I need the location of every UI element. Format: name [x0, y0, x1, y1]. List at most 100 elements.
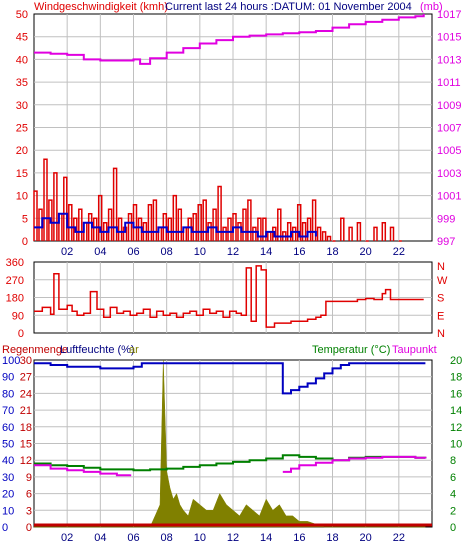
wind-tick: 5 [22, 213, 28, 225]
temperature-tick: 6 [450, 472, 456, 484]
humidity-tick: 20 [2, 489, 14, 501]
direction-tick: 90 [12, 310, 24, 322]
pressure-series [34, 14, 425, 65]
climate-panel-x-tick: 16 [293, 532, 305, 544]
wind-tick: 40 [16, 54, 28, 66]
wind-average-series [34, 212, 317, 238]
temperature-tick: 0 [450, 522, 456, 534]
rain-area [34, 359, 426, 528]
rain-title: Regenmenge [2, 344, 68, 356]
compass-label: N [437, 261, 445, 273]
temperature-tick: 8 [450, 455, 456, 467]
rain-tick: 6 [26, 489, 32, 501]
wind-title: Windgeschwindigkeit (kmh) [34, 1, 168, 13]
temperature-tick: 18 [450, 372, 462, 384]
wind-tick: 35 [16, 77, 28, 89]
wind-panel-x-tick: 02 [61, 246, 73, 258]
pressure-tick: 1003 [437, 168, 461, 180]
temperature-tick: 20 [450, 355, 462, 367]
humidity-tick: 40 [2, 455, 14, 467]
humidity-series [34, 362, 426, 395]
humidity-tick: 50 [2, 439, 14, 451]
wind-tick: 30 [16, 100, 28, 112]
direction-tick: 360 [6, 257, 24, 269]
rain-tick: 27 [20, 372, 32, 384]
climate-panel-x-tick: 22 [393, 532, 405, 544]
climate-panel-x-tick: 06 [127, 532, 139, 544]
pressure-tick: 1007 [437, 123, 461, 135]
temperature-tick: 14 [450, 405, 462, 417]
wind-tick: 0 [22, 236, 28, 248]
humidity-tick: 0 [2, 522, 8, 534]
climate-panel-x-tick: 02 [61, 532, 73, 544]
wind-tick: 20 [16, 145, 28, 157]
climate-panel-x-tick: 04 [94, 532, 106, 544]
climate-panel: 0102030405060708090100036912151821242730… [2, 355, 462, 544]
dewpoint-series [34, 455, 427, 477]
temperature-tick: 10 [450, 439, 462, 451]
direction-series [34, 265, 424, 328]
compass-label: S [437, 293, 444, 305]
wind-panel-x-tick: 12 [227, 246, 239, 258]
pressure-unit: (mb) [420, 1, 443, 13]
wind-panel-x-tick: 04 [94, 246, 106, 258]
rain-tick: 30 [20, 355, 32, 367]
direction-tick: 180 [6, 293, 24, 305]
climate-panel-x-tick: 20 [360, 532, 372, 544]
wind-panel-x-tick: 20 [360, 246, 372, 258]
humidity-tick: 10 [2, 505, 14, 517]
wind-panel-x-tick: 08 [161, 246, 173, 258]
rain-tick: 0 [26, 522, 32, 534]
pressure-tick: 1011 [437, 77, 461, 89]
temperature-tick: 4 [450, 489, 456, 501]
wind-tick: 10 [16, 191, 28, 203]
climate-panel-x-tick: 12 [227, 532, 239, 544]
rain-tick: 18 [20, 422, 32, 434]
wind-panel-x-tick: 22 [393, 246, 405, 258]
compass-label: W [437, 275, 448, 287]
pressure-tick: 997 [437, 236, 455, 248]
date-title: Current last 24 hours :DATUM: 01 Novembe… [165, 1, 412, 13]
rain-tick: 3 [26, 505, 32, 517]
humidity-tick: 60 [2, 422, 14, 434]
wind-panel-x-tick: 14 [260, 246, 272, 258]
humidity-tick: 80 [2, 388, 14, 400]
pressure-tick: 1005 [437, 145, 461, 157]
pressure-tick: 1001 [437, 191, 461, 203]
wind-tick: 15 [16, 168, 28, 180]
wind-panel-x-tick: 18 [326, 246, 338, 258]
compass-label: N [437, 328, 445, 340]
wind-pressure-panel: 0510152025303540455099799910011003100510… [16, 9, 462, 258]
wind-panel-x-tick: 06 [127, 246, 139, 258]
pressure-tick: 999 [437, 213, 455, 225]
humidity-tick: 90 [2, 372, 14, 384]
pressure-tick: 1009 [437, 100, 461, 112]
temperature-tick: 12 [450, 422, 462, 434]
wind-panel-x-tick: 16 [293, 246, 305, 258]
climate-panel-x-tick: 10 [194, 532, 206, 544]
climate-panel-x-tick: 14 [260, 532, 272, 544]
climate-panel-x-tick: 18 [326, 532, 338, 544]
pressure-tick: 1017 [437, 9, 461, 21]
temperature-title: Temperatur (°C) [312, 344, 390, 356]
rain-bar-label: ar [129, 344, 139, 356]
wind-tick: 25 [16, 123, 28, 135]
dewpoint-title: Taupunkt [392, 344, 437, 356]
wind-tick: 45 [16, 32, 28, 44]
wind-tick: 50 [16, 9, 28, 21]
humidity-title: Luftfeuchte (%) [60, 344, 135, 356]
rain-tick: 15 [20, 439, 32, 451]
humidity-tick: 70 [2, 405, 14, 417]
direction-tick: 270 [6, 275, 24, 287]
rain-tick: 9 [26, 472, 32, 484]
rain-tick: 21 [20, 405, 32, 417]
climate-panel-x-tick: 08 [161, 532, 173, 544]
temperature-tick: 16 [450, 388, 462, 400]
compass-label: E [437, 310, 444, 322]
pressure-tick: 1015 [437, 32, 461, 44]
rain-tick: 12 [20, 455, 32, 467]
humidity-tick: 30 [2, 472, 14, 484]
